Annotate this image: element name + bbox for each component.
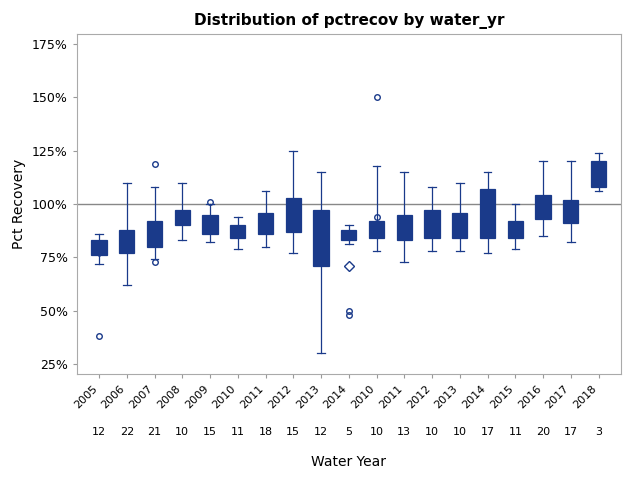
Text: 11: 11 [231, 427, 244, 437]
PathPatch shape [92, 240, 107, 255]
PathPatch shape [397, 215, 412, 240]
PathPatch shape [424, 210, 440, 238]
Y-axis label: Pct Recovery: Pct Recovery [12, 159, 26, 249]
Text: 13: 13 [397, 427, 412, 437]
Text: 21: 21 [147, 427, 161, 437]
Text: 15: 15 [286, 427, 300, 437]
PathPatch shape [369, 221, 384, 238]
X-axis label: Water Year: Water Year [311, 455, 387, 469]
PathPatch shape [508, 221, 523, 238]
PathPatch shape [341, 229, 356, 240]
PathPatch shape [452, 213, 467, 238]
PathPatch shape [147, 221, 162, 247]
PathPatch shape [258, 213, 273, 234]
Text: 18: 18 [259, 427, 273, 437]
PathPatch shape [536, 195, 550, 219]
Text: 10: 10 [453, 427, 467, 437]
Text: 10: 10 [369, 427, 383, 437]
PathPatch shape [285, 198, 301, 232]
Text: 3: 3 [595, 427, 602, 437]
PathPatch shape [119, 229, 134, 253]
PathPatch shape [480, 189, 495, 238]
PathPatch shape [175, 210, 190, 225]
PathPatch shape [202, 215, 218, 234]
PathPatch shape [230, 225, 245, 238]
Text: 10: 10 [175, 427, 189, 437]
Text: 11: 11 [508, 427, 522, 437]
Text: 17: 17 [564, 427, 578, 437]
Text: 15: 15 [203, 427, 217, 437]
Text: 10: 10 [425, 427, 439, 437]
Text: 20: 20 [536, 427, 550, 437]
Text: 12: 12 [92, 427, 106, 437]
Text: 17: 17 [481, 427, 495, 437]
PathPatch shape [591, 161, 606, 187]
Text: 5: 5 [346, 427, 352, 437]
Title: Distribution of pctrecov by water_yr: Distribution of pctrecov by water_yr [193, 13, 504, 29]
Text: 22: 22 [120, 427, 134, 437]
PathPatch shape [563, 200, 579, 223]
PathPatch shape [314, 210, 329, 266]
Text: 12: 12 [314, 427, 328, 437]
